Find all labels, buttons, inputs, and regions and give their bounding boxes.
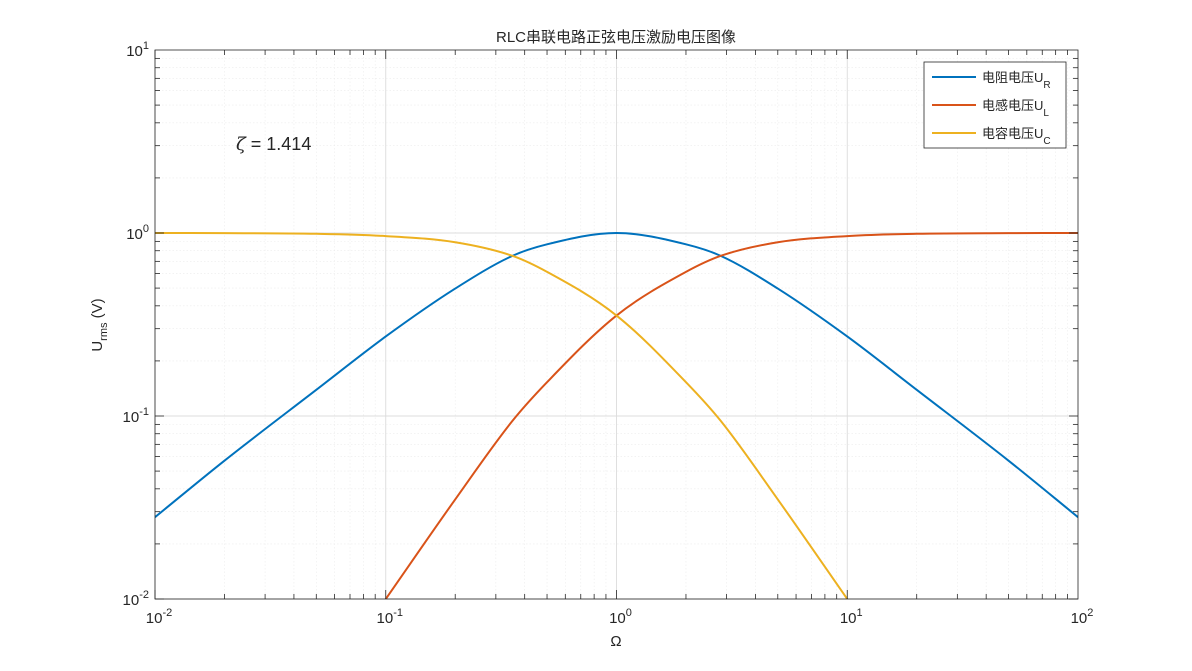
legend-label-subscript: R	[1043, 80, 1050, 91]
x-tick-label-base: 10	[377, 610, 394, 627]
x-tick-label-base: 10	[840, 610, 857, 627]
y-tick-label-base: 10	[126, 226, 143, 243]
legend-label-R: 电阻电压UR	[982, 70, 1051, 91]
series-group	[155, 232, 1078, 599]
x-tick-label-exponent: -2	[162, 607, 172, 619]
legend-label-C: 电容电压UC	[982, 126, 1051, 147]
y-axis-label-suffix: (V)	[89, 298, 106, 322]
y-tick-label-base: 10	[126, 43, 143, 60]
y-tick-label-base: 10	[123, 409, 140, 426]
legend-label-main: 电阻电压U	[982, 70, 1043, 85]
y-tick-label: 100	[126, 223, 149, 243]
chart-title: RLC串联电路正弦电压激励电压图像	[496, 29, 736, 46]
legend-label-L: 电感电压UL	[982, 98, 1049, 119]
x-tick-label-exponent: 1	[857, 607, 863, 619]
y-tick-label: 10-1	[123, 406, 149, 426]
tick-marks	[154, 50, 1078, 600]
x-tick-label-exponent: -1	[393, 607, 403, 619]
y-tick-label: 10-2	[123, 589, 149, 609]
y-tick-label-exponent: 1	[143, 40, 149, 52]
zeta-value: = 1.414	[246, 134, 312, 154]
legend-label-subscript: C	[1043, 136, 1050, 147]
y-tick-label-exponent: 0	[143, 223, 149, 235]
legend-label-main: 电感电压U	[982, 98, 1043, 113]
x-tick-label: 101	[840, 607, 863, 627]
y-axis-label-subscript: rms	[98, 322, 110, 341]
zeta-symbol: ζ	[236, 134, 247, 155]
y-axis-label-main: U	[89, 341, 106, 352]
y-tick-label: 101	[126, 40, 149, 60]
x-tick-label-base: 10	[146, 610, 163, 627]
series-line-R	[155, 232, 1078, 518]
x-tick-label: 10-2	[146, 607, 172, 627]
x-axis-label: Ω	[610, 633, 621, 650]
x-tick-label-exponent: 2	[1087, 607, 1093, 619]
series-line-C	[155, 232, 849, 599]
legend-label-main: 电容电压U	[982, 126, 1043, 141]
series-line-L	[384, 232, 1078, 599]
y-tick-label-exponent: -1	[139, 406, 149, 418]
legend-label-subscript: L	[1043, 108, 1049, 119]
y-axis-label: Urms (V)	[89, 298, 110, 351]
y-tick-label-base: 10	[123, 592, 140, 609]
x-tick-label-exponent: 0	[626, 607, 632, 619]
x-tick-label-base: 10	[1071, 610, 1088, 627]
x-tick-label: 102	[1071, 607, 1094, 627]
x-tick-label-base: 10	[609, 610, 626, 627]
y-tick-label-exponent: -2	[139, 589, 149, 601]
zeta-annotation: ζ = 1.414	[236, 134, 311, 155]
x-tick-label: 100	[609, 607, 632, 627]
x-tick-label: 10-1	[377, 607, 403, 627]
